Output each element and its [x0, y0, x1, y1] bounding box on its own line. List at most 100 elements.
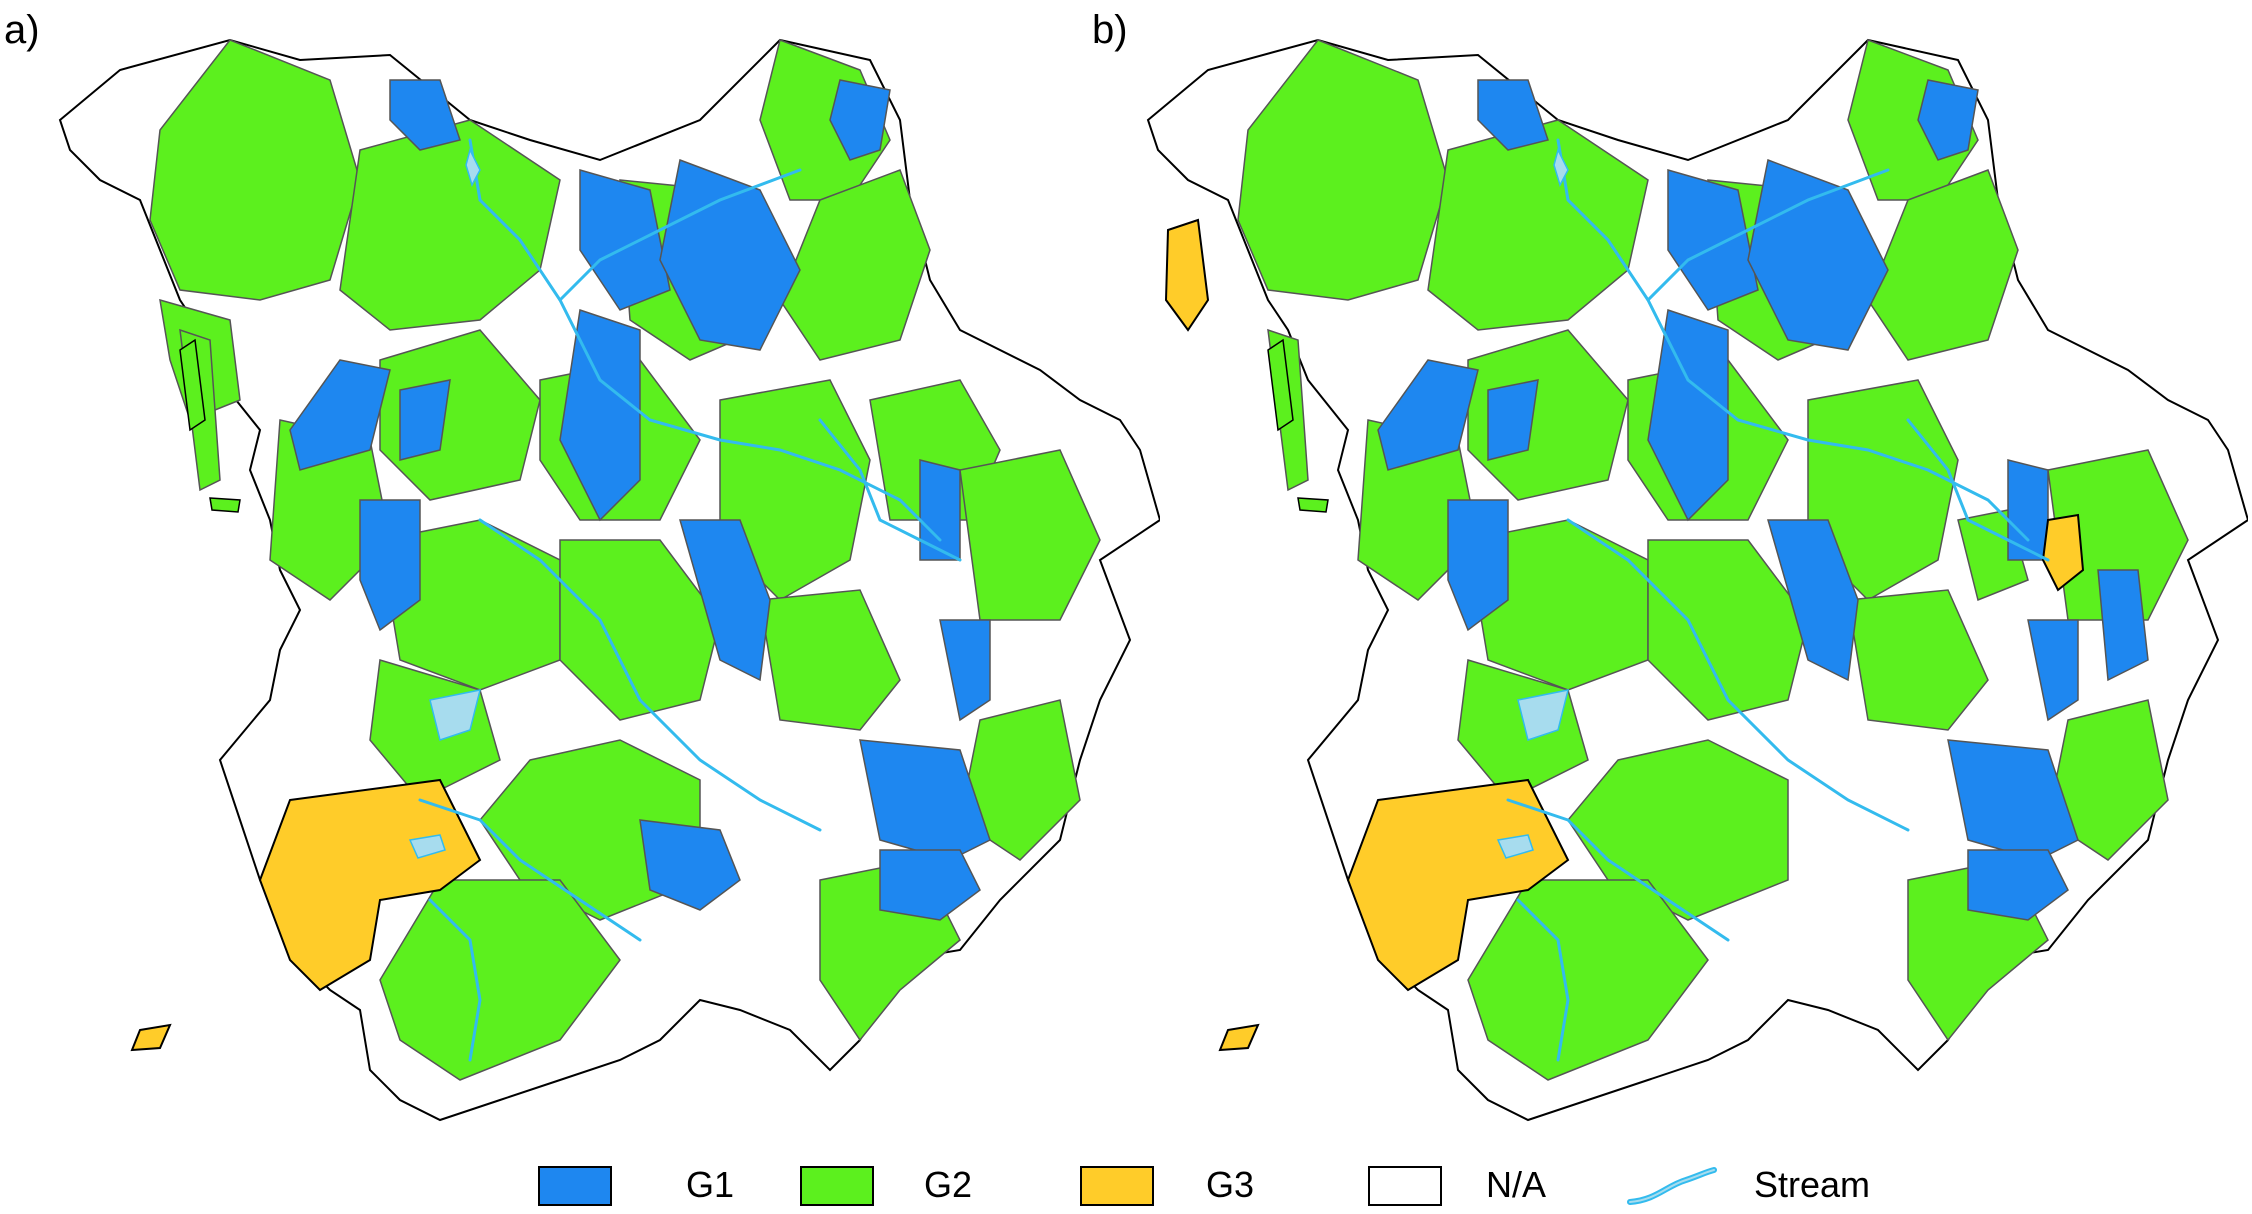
islands-b [1267, 338, 1329, 513]
region-g3 [1218, 1023, 1260, 1052]
regions-g3-b [1164, 218, 2085, 1052]
legend: G1 G2 G3 N/A Stream [0, 1162, 2252, 1212]
region-g1 [1747, 158, 1889, 351]
region-g2 [1237, 39, 1449, 301]
map-panel-b [1146, 38, 2248, 1122]
island [1267, 338, 1294, 432]
region-g1 [389, 79, 461, 151]
streams-b [1506, 138, 2050, 1062]
island [1297, 497, 1329, 513]
region-g1 [2007, 459, 2049, 561]
region-g2 [1467, 329, 1629, 501]
legend-swatch-na [1368, 1166, 1442, 1206]
region-g1 [879, 849, 981, 921]
legend-swatch-g1 [538, 1166, 612, 1206]
lake [408, 834, 446, 859]
stream [1566, 518, 1910, 832]
region-g1 [1447, 499, 1509, 632]
region-g3 [130, 1023, 172, 1052]
region-g1 [2097, 569, 2149, 682]
lakes-a [408, 147, 482, 859]
region-g1 [1477, 79, 1549, 151]
region-g1 [1647, 309, 1729, 522]
region-g1 [1377, 359, 1479, 471]
stream [468, 138, 942, 542]
region-g1 [1667, 169, 1759, 311]
region-g1 [1487, 379, 1539, 461]
region-g1 [859, 739, 991, 861]
legend-label-stream: Stream [1754, 1164, 1871, 1205]
region-g1 [659, 158, 801, 351]
regions-g3-a [130, 778, 482, 1052]
region-g3 [1164, 218, 1210, 332]
region-g2 [1427, 119, 1649, 331]
region-g2 [759, 589, 901, 731]
lake [465, 147, 481, 187]
lake [1553, 147, 1569, 187]
legend-swatch-stream [1627, 1167, 1717, 1205]
region-g1 [579, 169, 671, 311]
region-g2 [1567, 739, 1789, 921]
legend-label-g3: G3 [1206, 1164, 1255, 1205]
island [209, 497, 241, 513]
islands-a [179, 338, 241, 513]
stream [1506, 798, 1730, 942]
region-g1 [289, 359, 391, 471]
lake [429, 689, 482, 741]
region-g1 [1967, 849, 2069, 921]
region-g1 [1917, 79, 1979, 161]
legend-item-g1: G1 [538, 1162, 734, 1210]
stream [818, 418, 962, 562]
legend-label-na: N/A [1486, 1164, 1547, 1205]
legend-label-g2: G2 [924, 1164, 973, 1205]
legend-label-g1: G1 [686, 1164, 735, 1205]
region-g2 [959, 449, 1101, 621]
region-g1 [359, 499, 421, 632]
lakes-b [1496, 147, 1570, 859]
region-g1 [559, 309, 641, 522]
regions-g1-a [289, 79, 991, 921]
region-g2 [559, 539, 721, 721]
region-g2 [149, 39, 361, 301]
region-g2 [379, 329, 541, 501]
panel-label-b: b) [1092, 8, 1128, 52]
legend-swatch-g3 [1080, 1166, 1154, 1206]
stream [1556, 138, 2030, 542]
region-g1 [2027, 619, 2079, 722]
lake [1517, 689, 1570, 741]
region-g1 [829, 79, 891, 161]
legend-item-stream: Stream [1626, 1162, 1870, 1210]
stream [428, 898, 482, 1062]
legend-swatch-g2 [800, 1166, 874, 1206]
region-g1 [399, 379, 451, 461]
region-g3 [258, 778, 482, 992]
region-g2 [1847, 589, 1989, 731]
region-g2 [339, 119, 561, 331]
stream [1516, 898, 1570, 1062]
stream [558, 168, 802, 302]
region-g2 [2047, 449, 2189, 621]
map-panel-a [58, 38, 1160, 1122]
stream [418, 798, 642, 942]
region-g2 [1647, 539, 1809, 721]
stream [1646, 168, 1890, 302]
region-g3 [1346, 778, 1570, 992]
legend-item-na: N/A [1368, 1162, 1546, 1210]
region-g1 [939, 619, 991, 722]
regions-g1-b [1377, 79, 2149, 921]
stream [1906, 418, 2050, 562]
stream [478, 518, 822, 832]
lake [1496, 834, 1534, 859]
region-g1 [1947, 739, 2079, 861]
region-g2 [479, 739, 701, 921]
island [179, 338, 206, 432]
region-g1 [919, 459, 961, 561]
region-g3 [2041, 513, 2085, 592]
legend-item-g2: G2 [800, 1162, 972, 1210]
legend-item-g3: G3 [1080, 1162, 1254, 1210]
region-g1 [1767, 519, 1859, 682]
streams-a [418, 138, 962, 1062]
region-g1 [639, 819, 741, 911]
region-g1 [679, 519, 771, 682]
panel-label-a: a) [4, 8, 40, 52]
